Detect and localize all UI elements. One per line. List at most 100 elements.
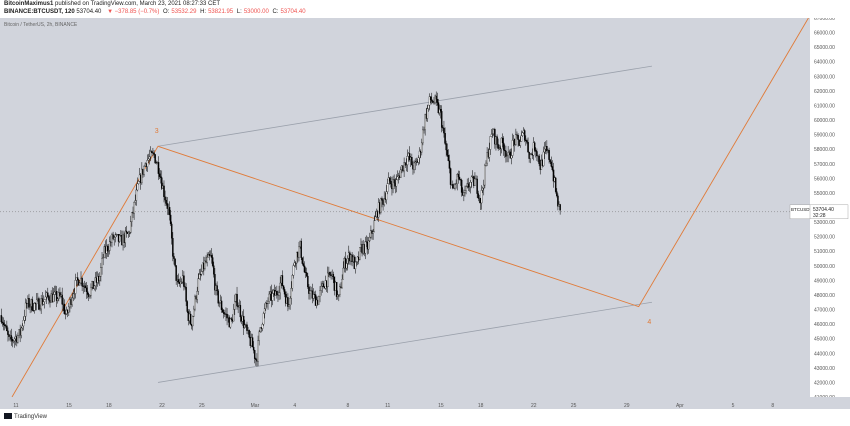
y-tick-label: 62000.00 bbox=[814, 89, 835, 95]
candle bbox=[374, 210, 377, 221]
wave-count-line[interactable] bbox=[11, 6, 816, 398]
candle-body bbox=[211, 257, 214, 266]
candle-body bbox=[344, 258, 347, 269]
candle bbox=[346, 255, 349, 271]
candle bbox=[309, 285, 311, 300]
candle-body bbox=[408, 153, 411, 160]
candle-body bbox=[217, 290, 219, 304]
candle-body bbox=[298, 246, 300, 258]
candle bbox=[84, 282, 87, 289]
price-axis-canvas: 41000.0042000.0043000.0044000.0045000.00… bbox=[809, 16, 849, 401]
candle-body bbox=[477, 193, 480, 199]
author-name[interactable]: BitcoinMaximus1 bbox=[4, 1, 54, 7]
candle bbox=[21, 323, 24, 332]
candle-body bbox=[502, 142, 505, 151]
candle-body bbox=[44, 296, 47, 300]
price-axis[interactable]: 41000.0042000.0043000.0044000.0045000.00… bbox=[809, 16, 850, 401]
ohlc-close-label: C: bbox=[272, 9, 279, 15]
candle-body bbox=[64, 313, 67, 315]
candle bbox=[155, 160, 157, 165]
candle-body bbox=[550, 161, 553, 167]
candle-body bbox=[134, 200, 136, 203]
candle bbox=[186, 300, 188, 314]
candle bbox=[222, 309, 225, 319]
candle bbox=[481, 186, 484, 193]
candle bbox=[502, 136, 505, 156]
candle bbox=[403, 157, 405, 177]
candle-body bbox=[257, 340, 259, 362]
candle-body bbox=[470, 176, 473, 183]
candle-body bbox=[515, 134, 517, 145]
candle-body bbox=[446, 149, 449, 156]
x-tick-label: 11 bbox=[13, 403, 18, 409]
symbol-line: BINANCE:BTCUSDT, 120 53704.40 ▼ −378.85 … bbox=[4, 9, 306, 15]
candle bbox=[281, 270, 284, 287]
candle bbox=[422, 126, 424, 146]
candle bbox=[320, 281, 322, 296]
candle-body bbox=[189, 313, 192, 325]
channel-lower-line[interactable] bbox=[157, 301, 653, 383]
candle bbox=[404, 162, 406, 169]
candle bbox=[417, 155, 420, 166]
candle bbox=[550, 156, 553, 168]
candle bbox=[179, 276, 182, 288]
candle bbox=[463, 189, 465, 202]
candle bbox=[236, 286, 238, 310]
candle bbox=[342, 261, 345, 280]
candle-body bbox=[159, 176, 162, 178]
candle-body bbox=[128, 232, 131, 234]
candle-body bbox=[12, 340, 15, 342]
candle bbox=[460, 178, 463, 197]
candle bbox=[477, 190, 480, 202]
candle bbox=[11, 336, 14, 348]
candle bbox=[33, 302, 36, 314]
candle-body bbox=[395, 179, 398, 187]
candle-body bbox=[304, 272, 307, 273]
candle bbox=[505, 145, 507, 163]
x-tick-label: 4 bbox=[293, 403, 296, 409]
tradingview-logo[interactable]: TradingView bbox=[4, 413, 47, 420]
candle bbox=[287, 293, 289, 312]
chart-canvas[interactable]: 3 4 BTCUSDT bbox=[0, 6, 816, 398]
candle-body bbox=[170, 223, 173, 239]
candle-body bbox=[381, 198, 383, 201]
candle bbox=[99, 272, 101, 286]
candle bbox=[421, 138, 423, 156]
candle bbox=[124, 227, 127, 248]
candle-body bbox=[29, 306, 31, 308]
time-axis[interactable]: 11 15 18 22 25 Mar 4 8 11 15 18 22 25 29 Apr 5 8 bbox=[0, 397, 850, 409]
candle-body bbox=[388, 177, 391, 182]
candle bbox=[141, 162, 143, 185]
candle-body bbox=[309, 290, 311, 294]
candle bbox=[143, 165, 145, 177]
candle bbox=[226, 308, 228, 326]
candle-body bbox=[168, 207, 171, 216]
candle bbox=[279, 276, 281, 300]
candle bbox=[265, 301, 267, 311]
candle bbox=[100, 262, 102, 282]
candle bbox=[303, 261, 306, 274]
candle-body bbox=[383, 198, 385, 205]
y-tick-label: 47000.00 bbox=[814, 308, 835, 314]
candle bbox=[453, 183, 455, 189]
candle-body bbox=[73, 293, 76, 295]
ohlc-high-label: H: bbox=[200, 9, 207, 15]
channel-upper-line[interactable] bbox=[157, 65, 653, 147]
candle-body bbox=[345, 263, 348, 269]
candle-body bbox=[186, 301, 188, 312]
candle bbox=[406, 149, 409, 172]
candle bbox=[112, 231, 114, 241]
x-tick-label: 15 bbox=[66, 403, 72, 409]
candle-body bbox=[406, 156, 409, 166]
candle-body bbox=[283, 289, 286, 295]
candle bbox=[59, 287, 61, 299]
candle-body bbox=[364, 241, 367, 254]
candle bbox=[298, 241, 300, 262]
candle-body bbox=[131, 212, 133, 222]
chart-plot-area[interactable]: 3 4 BTCUSDT Bitcoin / TetherUS, 2h, BINANC… bbox=[0, 6, 816, 398]
price-tag-symbol: BTCUSDT bbox=[791, 207, 810, 212]
candle bbox=[469, 180, 472, 194]
candle-body bbox=[79, 282, 81, 286]
candle-body bbox=[474, 178, 476, 186]
candle bbox=[106, 244, 109, 257]
